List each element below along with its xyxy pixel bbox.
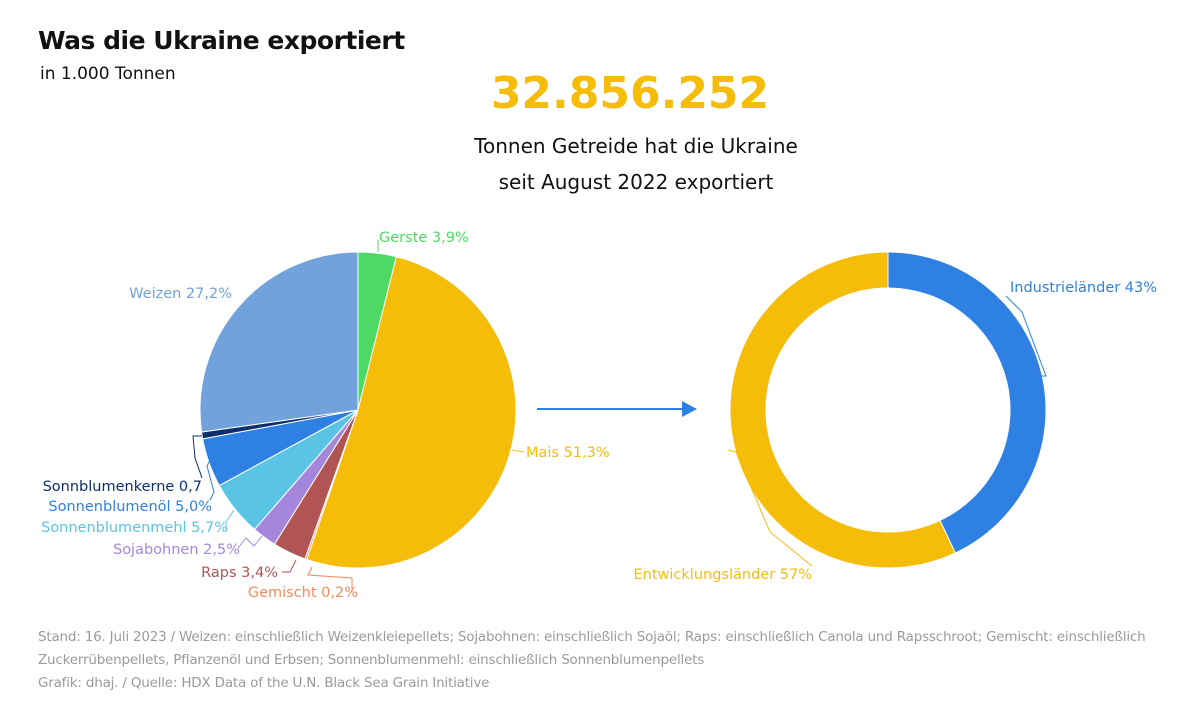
footer-note-2: Zuckerrübenpellets, Pflanzenöl und Erbse… <box>38 652 705 668</box>
leader-line-sonnenblumenmehl <box>225 509 235 530</box>
total-description-line2: seit August 2022 exportiert <box>498 170 774 194</box>
label-weizen: Weizen 27,2% <box>129 286 232 302</box>
label-raps: Raps 3,4% <box>201 565 278 581</box>
slice-weizen <box>199 251 359 433</box>
leader-line-sonnenblumenoel <box>206 453 215 501</box>
leader-line-entwicklungslaender <box>727 449 813 567</box>
label-sonnenblumenmehl: Sonnenblumenmehl 5,7% <box>41 520 228 536</box>
label-sonnblumenkerne: Sonnblumenkerne 0,7 <box>43 479 202 495</box>
slice-entwicklungslaender <box>729 251 956 569</box>
total-value: 32.856.252 <box>490 68 770 119</box>
leader-line-sojabohnen <box>237 535 263 549</box>
leader-line-raps <box>282 559 297 573</box>
slice-industrielaender <box>887 251 1047 554</box>
pie-chart: Gerste 3,9% Mais 51,3% Gemischt 0,2% Raps 3… <box>41 230 610 601</box>
leader-line-mais <box>511 449 525 453</box>
label-sonnenblumenoel: Sonnenblumenöl 5,0% <box>48 499 212 515</box>
chart-title: Was die Ukraine exportiert <box>38 26 405 55</box>
total-description-line1: Tonnen Getreide hat die Ukraine <box>474 134 798 158</box>
slice-mais <box>306 256 517 569</box>
label-gemischt: Gemischt 0,2% <box>248 585 358 601</box>
label-gerste: Gerste 3,9% <box>379 230 469 246</box>
label-industrielaender: Industrieländer 43% <box>1010 280 1157 296</box>
footer-note-1: Stand: 16. Juli 2023 / Weizen: einschlie… <box>38 629 1146 645</box>
label-sojabohnen: Sojabohnen 2,5% <box>113 542 240 558</box>
chart-subtitle: in 1.000 Tonnen <box>40 64 176 84</box>
donut-chart: Industrieländer 43% Entwicklungsländer 57… <box>634 251 1157 583</box>
leader-line-gemischt <box>307 566 353 592</box>
label-mais: Mais 51,3% <box>526 445 610 461</box>
footer-source: Grafik: dhaj. / Quelle: HDX Data of the … <box>38 675 490 691</box>
leader-line-industrielaender <box>1005 295 1047 377</box>
label-entwicklungslaender: Entwicklungsländer 57% <box>634 567 813 583</box>
leader-line-sonnblumenkerne <box>192 435 203 479</box>
arrow-icon <box>537 401 697 417</box>
